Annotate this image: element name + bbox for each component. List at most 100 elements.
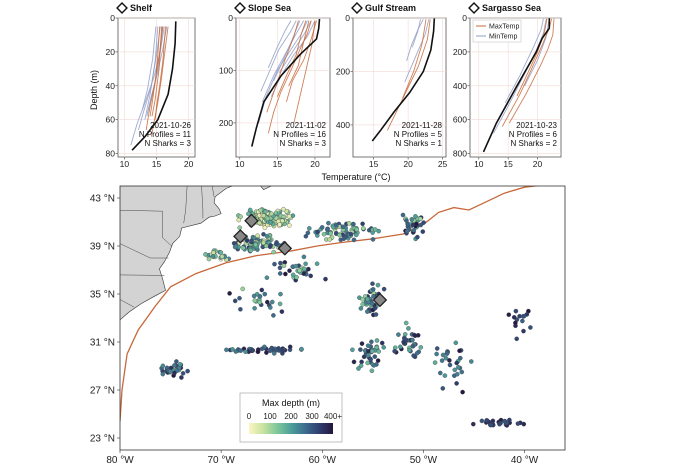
tag-location-point	[261, 240, 266, 246]
tag-location-point	[315, 229, 320, 235]
tag-location-point	[252, 298, 258, 303]
tag-location-point	[224, 347, 229, 353]
tag-location-point	[456, 365, 461, 370]
tag-location-point	[438, 370, 443, 376]
tag-location-point	[400, 212, 406, 218]
tag-location-point	[280, 218, 285, 224]
depth-legend-title: Max depth (m)	[262, 398, 320, 408]
x-tick-label: 20	[533, 159, 543, 169]
tag-location-point	[264, 234, 270, 239]
tag-location-point	[381, 286, 387, 292]
tag-location-point	[520, 318, 525, 324]
tag-location-point	[432, 360, 438, 365]
tag-location-point	[381, 345, 386, 350]
panel-title: Shelf	[130, 3, 153, 13]
region-diamond-icon	[116, 2, 128, 14]
tag-location-point	[351, 237, 357, 243]
max-temp-profile	[145, 26, 161, 130]
tag-location-point	[279, 309, 285, 314]
tag-location-point	[371, 294, 376, 299]
tag-location-point	[373, 312, 379, 317]
panel-annotation: N Sharks = 2	[511, 139, 558, 148]
tag-location-point	[358, 306, 364, 311]
tag-location-point	[261, 213, 266, 218]
region-diamond-icon	[468, 2, 480, 14]
tag-location-point	[290, 272, 296, 278]
tag-location-point	[447, 362, 453, 368]
tag-location-point	[227, 291, 232, 296]
map-x-tick-label: 70 °W	[207, 455, 235, 466]
tag-location-point	[351, 221, 356, 227]
tag-location-point	[238, 307, 243, 312]
tag-location-point	[507, 417, 512, 423]
tag-location-point	[457, 348, 462, 354]
tag-location-point	[444, 351, 450, 356]
tag-location-point	[232, 298, 238, 304]
tag-location-point	[302, 266, 307, 272]
tag-location-point	[251, 293, 257, 299]
tag-location-point	[521, 328, 526, 334]
tag-location-point	[278, 291, 283, 297]
x-tick-label: 15	[152, 159, 162, 169]
tag-location-point	[511, 315, 517, 320]
tag-location-point	[459, 369, 465, 375]
y-tick-label: 60	[106, 115, 116, 125]
tag-location-point	[372, 354, 378, 359]
region-marker-icon	[233, 229, 248, 244]
map-y-tick-label: 23 °N	[90, 434, 115, 445]
x-tick-label: 15	[503, 159, 513, 169]
region-marker-icon	[277, 241, 293, 256]
tag-location-point	[365, 343, 371, 348]
y-tick-label: 0	[110, 13, 115, 23]
tag-location-point	[328, 231, 333, 236]
depth-colorbar	[249, 423, 333, 434]
tag-location-point	[252, 306, 257, 311]
panel-annotation: N Sharks = 3	[280, 139, 327, 148]
map-panel: 80 °W 70 °W 60 °W 50 °W 40 °W 43 °N 39 °N 35 °N…	[90, 185, 566, 466]
min-temp-profile	[404, 19, 430, 83]
x-tick-label: 10	[474, 159, 484, 169]
tag-location-point	[460, 389, 465, 395]
tag-location-point	[372, 306, 378, 311]
tag-location-point	[271, 313, 276, 318]
tag-location-point	[264, 350, 269, 355]
tag-location-point	[418, 216, 423, 222]
tag-location-point	[277, 222, 282, 227]
tag-location-point	[409, 217, 415, 222]
state-border	[201, 186, 204, 219]
tag-location-point	[369, 368, 375, 374]
tag-location-point	[412, 333, 418, 338]
x-tick-label: 15	[369, 159, 379, 169]
tag-location-point	[365, 296, 370, 302]
tag-location-point	[268, 220, 273, 225]
mean-profile-line	[482, 18, 551, 153]
max-temp-profile	[508, 18, 555, 124]
state-border	[110, 316, 115, 330]
panel-title: Sargasso Sea	[482, 3, 542, 13]
tag-location-point	[521, 421, 527, 427]
tag-location-point	[319, 225, 325, 230]
x-tick-label: 15	[273, 159, 283, 169]
tag-location-point	[297, 268, 302, 273]
tag-location-point	[379, 340, 385, 346]
tag-location-point	[351, 359, 357, 365]
tag-location-point	[243, 349, 248, 354]
tag-location-point	[455, 371, 460, 377]
tag-location-point	[249, 347, 255, 353]
panel-title: Gulf Stream	[365, 3, 416, 13]
tag-location-point	[240, 286, 245, 292]
map-y-tick-label: 35 °N	[90, 290, 115, 301]
tag-location-point	[287, 268, 292, 273]
tag-location-point	[360, 221, 365, 227]
tag-location-point	[406, 326, 411, 331]
tag-location-point	[276, 346, 281, 351]
tag-location-point	[358, 347, 363, 352]
tag-location-point	[261, 232, 266, 237]
min-temp-profile	[504, 18, 544, 104]
x-tick-label: 25	[438, 159, 448, 169]
tag-location-point	[440, 386, 446, 391]
tag-location-point	[359, 359, 364, 365]
tag-location-point	[365, 348, 371, 354]
region-diamond-icon	[234, 2, 246, 14]
